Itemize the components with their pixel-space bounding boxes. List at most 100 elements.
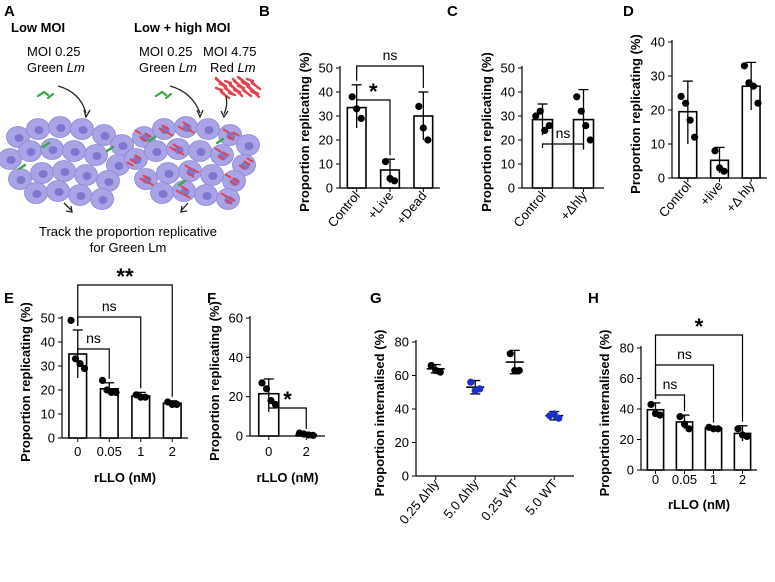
- y-tick-label-g: 40: [395, 402, 409, 417]
- data-point-b: [353, 105, 361, 113]
- x-tick-label-h: 1: [710, 472, 717, 487]
- red-bacterium: [129, 158, 137, 164]
- cell-nucleus: [118, 142, 128, 150]
- data-point-h: [656, 411, 664, 419]
- x-tick-label-g: 5.0 WT: [522, 476, 560, 518]
- y-tick-label-b: 20: [319, 133, 333, 148]
- red-bacterium: [225, 199, 233, 205]
- data-point-f: [309, 431, 317, 440]
- cell-nucleus: [244, 142, 254, 150]
- y-tick-label-b: 0: [326, 181, 333, 196]
- panel-label-e: E: [4, 290, 14, 307]
- significance-bracket-b: [356, 65, 424, 88]
- green-bacterium: [105, 145, 115, 153]
- y-tick-label-d: 40: [651, 35, 665, 50]
- panel-a-left-strain: Green Lm: [27, 60, 85, 75]
- panel-a-schematic: Low MOI Low + high MOI MOI 0.25 Green Lm…: [0, 20, 262, 255]
- red-bacterium: [142, 174, 150, 180]
- x-tick-label-h: 0.05: [672, 472, 697, 487]
- data-point-g: [555, 414, 563, 422]
- significance-label-h: ns: [663, 376, 678, 392]
- red-bacterium: [144, 132, 152, 138]
- arrowhead-bottom-left: [65, 205, 73, 213]
- panel-a-right-moi1: MOI 0.25: [139, 44, 192, 59]
- cell-nucleus: [202, 192, 212, 200]
- red-bacterium: [214, 147, 222, 153]
- chart-panel-e: 0 10 20 30 40 50 Proportion replicating (%) 0 0.…: [18, 264, 188, 485]
- red-bacterium: [184, 164, 192, 170]
- data-point-e: [98, 376, 107, 384]
- panel-a-right-strain1: Green Lm: [139, 60, 197, 75]
- red-bacterium: [228, 196, 236, 202]
- data-point-c: [586, 136, 594, 144]
- red-bacterium: [175, 189, 183, 195]
- significance-label-b: ns: [383, 47, 398, 63]
- red-bacterium: [229, 180, 237, 186]
- data-point-b: [357, 114, 365, 122]
- cell-nucleus: [48, 146, 58, 154]
- data-point-b: [390, 177, 399, 185]
- cell-nucleus: [204, 126, 214, 134]
- bacteria-icons: [36, 75, 262, 100]
- cell-nucleus: [6, 156, 16, 164]
- cell-nucleus: [196, 148, 206, 156]
- data-point-g: [427, 361, 435, 370]
- arrow-right-2: [223, 95, 228, 115]
- y-tick-label-g: 20: [395, 435, 409, 450]
- cell-nucleus: [54, 188, 64, 196]
- cell-nucleus: [114, 162, 124, 170]
- red-bacterium: [134, 129, 142, 135]
- red-bacterium: [182, 121, 190, 127]
- data-point-h: [680, 420, 689, 428]
- x-tick-label-g: 5.0 Δhly: [440, 476, 482, 521]
- data-point-h: [714, 425, 722, 433]
- x-tick-label-f: 0: [265, 444, 272, 459]
- data-point-b: [415, 102, 423, 110]
- panel-label-c: C: [447, 3, 458, 20]
- chart-panel-f: 0 20 40 60 Proportion replicating (%) 0 2 rLLO …: [207, 301, 325, 485]
- red-bacterium: [126, 161, 134, 167]
- y-tick-label-d: 30: [651, 69, 665, 84]
- y-tick-label-f: 40: [229, 350, 243, 365]
- red-bacterium: [232, 177, 240, 183]
- arrow-right-1: [169, 85, 201, 114]
- green-bacteria-icon: [160, 90, 168, 97]
- data-point-b: [419, 124, 427, 132]
- green-bacterium: [177, 179, 187, 187]
- y-tick-label-g: 80: [395, 335, 409, 350]
- cell-nucleus: [226, 132, 236, 140]
- x-tick-label-g: 0.25 Δhly: [396, 476, 442, 527]
- x-tick-label-c: +Δhly: [557, 188, 590, 223]
- x-tick-label-g: 0.25 WT: [478, 476, 521, 523]
- data-point-f: [262, 385, 271, 393]
- y-tick-label-c: 10: [501, 157, 515, 172]
- x-tick-label-b: +Live: [365, 188, 397, 222]
- y-tick-label-c: 30: [501, 109, 515, 124]
- y-axis-label-g: Proportion internalised (%): [372, 330, 387, 497]
- y-tick-label-c: 0: [508, 181, 515, 196]
- arrowhead-right-2: [220, 110, 229, 119]
- x-axis-label-e: rLLO (nM): [94, 470, 156, 485]
- red-bacteria-icon: [245, 77, 255, 83]
- y-axis-label-h: Proportion internalised (%): [597, 330, 612, 497]
- red-bacterium: [187, 128, 195, 134]
- y-tick-label-b: 40: [319, 85, 333, 100]
- red-bacteria-icon: [214, 77, 226, 87]
- y-tick-label-e: 10: [41, 407, 55, 422]
- red-bacteria-icon: [231, 77, 239, 85]
- significance-bracket-f: [268, 407, 307, 429]
- significance-label-b: *: [369, 79, 378, 104]
- red-bacterium: [177, 125, 185, 131]
- x-tick-label-e: 1: [137, 444, 144, 459]
- red-bacterium: [166, 131, 174, 137]
- x-tick-label-e: 0: [74, 444, 81, 459]
- data-point-e: [71, 355, 80, 363]
- x-axis-label-f: rLLO (nM): [256, 470, 318, 485]
- x-tick-label-e: 2: [169, 444, 176, 459]
- data-point-d: [677, 92, 685, 100]
- red-bacterium: [139, 136, 147, 142]
- y-axis-label-c: Proportion replicating (%): [479, 52, 494, 212]
- y-tick-label-b: 10: [319, 157, 333, 172]
- significance-label-f: *: [283, 387, 292, 412]
- cell-nucleus: [26, 148, 36, 156]
